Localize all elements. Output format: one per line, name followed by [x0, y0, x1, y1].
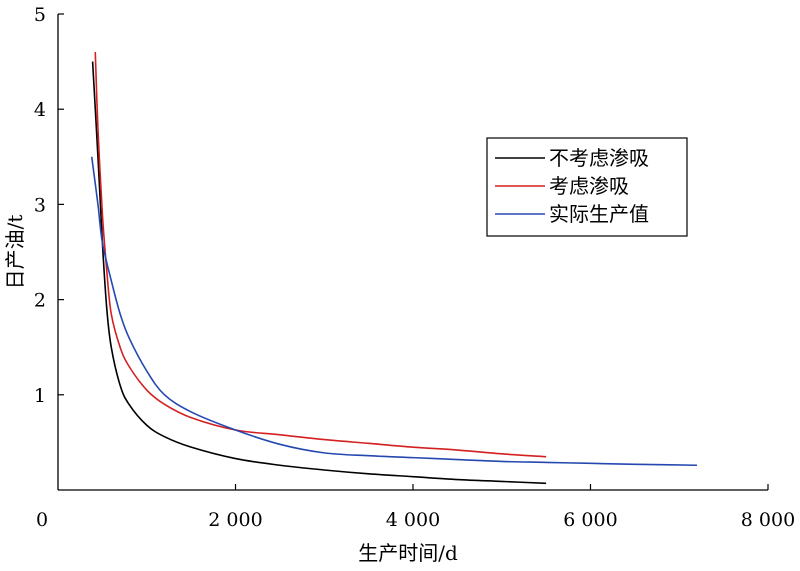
y-tick-label: 4 — [34, 99, 46, 121]
x-axis-title: 生产时间/d — [358, 541, 458, 565]
legend-box — [486, 137, 688, 237]
x-tick-label: 0 — [36, 509, 48, 531]
legend-label: 不考虑渗吸 — [549, 146, 649, 170]
series-line-2 — [94, 52, 547, 458]
y-tick-label: 3 — [34, 194, 46, 216]
x-tick-label: 6 000 — [563, 509, 617, 531]
y-tick-label: 5 — [34, 4, 46, 26]
series-lines — [90, 52, 698, 485]
series-line-1 — [91, 61, 547, 485]
y-tick-label: 2 — [34, 290, 46, 312]
legend-label: 实际生产值 — [549, 202, 649, 226]
x-tick-label: 8 000 — [741, 509, 795, 531]
axis-ticks: 0 2 000 4 000 6 000 8 000 1 2 3 4 5 — [34, 4, 795, 531]
y-tick-label: 1 — [34, 385, 46, 407]
x-tick-label: 2 000 — [208, 509, 262, 531]
x-tick-label: 4 000 — [386, 509, 440, 531]
series-line-3 — [90, 156, 698, 467]
legend-label: 考虑渗吸 — [549, 174, 629, 198]
y-axis-title: 日产油/t — [3, 215, 27, 290]
